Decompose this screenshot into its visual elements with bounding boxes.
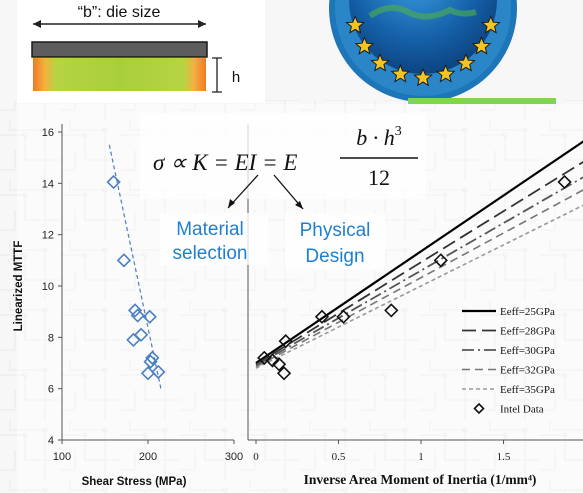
intel-data-point	[314, 309, 330, 324]
equation-arrowhead-physical	[295, 201, 303, 209]
emblem-star-icon	[435, 63, 456, 83]
intel-data-point	[271, 357, 287, 372]
emblem-star-icon	[471, 36, 492, 55]
left-data-point	[145, 350, 160, 365]
left-data-point	[130, 308, 145, 323]
equation-numerator: b · h3	[356, 124, 402, 150]
left-chart-ylabel: Linearized MTTF	[13, 241, 25, 332]
right-x-tick-label: 0.5	[332, 451, 346, 463]
emblem-star-icon	[390, 63, 411, 83]
die-diagram: “b”: die size h	[17, 0, 265, 103]
right-series-line	[255, 204, 583, 369]
physical-backdrop	[285, 213, 385, 269]
left-data-point	[126, 332, 141, 348]
legend-intel-label: Intel Data	[500, 404, 544, 416]
equation: σ ∝ K = EI = E b · h3 12	[140, 113, 426, 210]
physical-label-line1: Physical	[300, 220, 371, 241]
right-series-line	[255, 189, 583, 368]
material-label-line1: Material	[176, 219, 244, 240]
equation-exponent: 3	[395, 124, 402, 139]
right-series-line	[255, 140, 583, 364]
left-y-tick-label: 14	[42, 178, 54, 190]
equation-numerator-base: b · h	[356, 125, 395, 150]
intel-data-point	[257, 350, 272, 365]
legend-entry-label: Eeff=28GPa	[500, 326, 555, 338]
left-y-tick-label: 8	[48, 332, 54, 344]
die-top-layer	[31, 41, 208, 58]
left-data-point	[116, 253, 132, 268]
legend-entry-label: Eeff=35GPa	[500, 384, 555, 396]
emblem-star-icon	[345, 15, 366, 34]
equation-arrowhead-material	[228, 199, 235, 208]
right-chart-intel-points	[257, 174, 572, 381]
left-y-tick-label: 16	[42, 127, 54, 139]
right-x-tick-label: 1	[418, 451, 424, 463]
left-x-tick-label: 300	[225, 451, 243, 463]
left-y-tick-label: 10	[42, 281, 54, 293]
intel-data-point	[557, 174, 572, 190]
emblem-star-icon	[480, 15, 501, 34]
physical-label-line2: Design	[305, 246, 364, 267]
right-series-line	[255, 161, 583, 366]
intel-data-point	[265, 353, 280, 368]
right-series-line	[255, 176, 583, 367]
legend-diamond-icon	[473, 402, 485, 415]
left-chart-ticks: 4 6 8 10 12 14 16 100 200 300	[42, 127, 243, 463]
left-data-point	[106, 174, 121, 190]
emblem-globe-icon	[349, 0, 497, 74]
die-body	[33, 58, 206, 91]
material-label-line2: selection	[173, 243, 248, 264]
left-data-point	[133, 327, 149, 342]
right-chart-series-lines	[255, 140, 583, 369]
intel-data-point	[336, 309, 351, 324]
intel-data-point	[276, 366, 292, 381]
left-y-tick-label: 4	[48, 435, 54, 447]
left-data-point	[143, 354, 158, 369]
equation-lhs: σ ∝ K = EI = E	[153, 150, 297, 175]
emblem-green-bar	[408, 98, 556, 104]
left-data-point	[142, 309, 157, 324]
left-chart-xlabel: Shear Stress (MPa)	[82, 476, 187, 488]
right-chart-legend: Eeff=25GPa Eeff=28GPa Eeff=30GPa Eeff=32GPa…	[462, 306, 555, 416]
left-data-point	[140, 366, 156, 381]
emblem-stars-icon	[345, 15, 501, 87]
emblem-star-icon	[354, 36, 375, 55]
die-size-label: “b”: die size	[78, 4, 161, 21]
right-chart-moment-of-inertia: 00.511.52 Inverse Area Moment of Inertia…	[247, 124, 583, 487]
emblem-star-icon	[413, 67, 433, 87]
right-chart-ticks: 00.511.52	[253, 440, 511, 463]
left-x-tick-label: 200	[139, 451, 157, 463]
legend-entry-label: Eeff=30GPa	[500, 345, 555, 357]
right-chart-xlabel: Inverse Area Moment of Inertia (1/mm⁴)	[304, 472, 537, 487]
die-height-label: h	[232, 69, 240, 86]
left-data-point	[151, 364, 166, 380]
legend-entry-label: Eeff=32GPa	[500, 365, 555, 377]
emblem-star-icon	[370, 52, 390, 72]
intel-data-point	[384, 303, 399, 318]
intel-data-point	[278, 334, 293, 349]
emblem	[329, 0, 556, 104]
annotations: Material selection Physical Design	[160, 213, 385, 269]
emblem-star-icon	[456, 52, 476, 72]
die-height-bracket	[212, 57, 222, 93]
material-backdrop	[160, 213, 268, 265]
left-data-point	[127, 303, 143, 318]
left-chart-points	[106, 174, 166, 381]
emblem-land	[368, 4, 477, 20]
left-y-tick-label: 12	[42, 230, 54, 242]
right-x-tick-label: 1.5	[497, 451, 511, 463]
intel-data-point	[433, 253, 448, 268]
equation-denominator: 12	[368, 165, 390, 190]
left-y-tick-label: 6	[48, 384, 54, 396]
legend-entry-label: Eeff=25GPa	[500, 306, 555, 318]
right-x-tick-label: 0	[253, 451, 259, 463]
left-x-tick-label: 100	[53, 451, 71, 463]
